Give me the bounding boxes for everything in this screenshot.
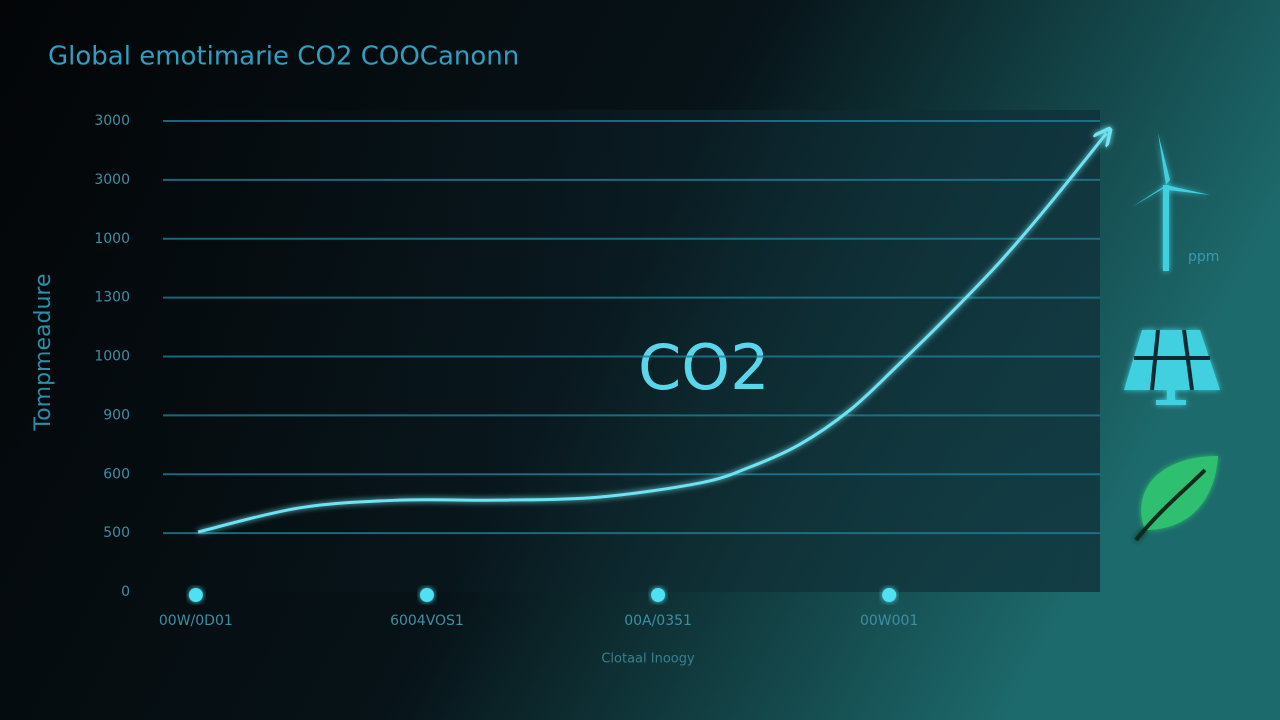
wind-turbine-icon (1132, 133, 1210, 271)
y-tick-label: 900 (103, 407, 130, 423)
x-tick-label: 00W001 (860, 613, 918, 629)
x-tick-marker (651, 588, 666, 602)
solar-panel-icon (1124, 329, 1220, 405)
x-tick-marker (882, 588, 897, 602)
x-tick-label: 00A/0351 (624, 613, 692, 629)
y-tick-label: 1000 (94, 349, 130, 365)
x-tick-marker (419, 588, 434, 602)
line (197, 133, 1106, 534)
x-tick-label: 00W/0D01 (159, 613, 233, 629)
y-tick-label: 1300 (94, 290, 130, 306)
leaf-icon (1134, 456, 1218, 542)
y-tick-label: 0 (121, 584, 130, 600)
y-tick-label: 500 (103, 525, 130, 541)
x-tick-label: 6004VOS1 (390, 613, 464, 629)
x-tick-marker (188, 588, 203, 602)
plot-area (160, 110, 1100, 592)
y-axis-label: Tompmeadure (31, 273, 56, 431)
y-tick-label: 3000 (94, 172, 130, 188)
y-tick-label: 1000 (94, 231, 130, 247)
x-axis-label: Clotaal Inoogy (601, 652, 695, 667)
chart-title: Global emotimarie CO2 COOCanonn (48, 42, 519, 72)
y-tick-label: 3000 (94, 113, 130, 129)
y-tick-label: 600 (103, 466, 130, 482)
annotation: ppm (1188, 249, 1219, 265)
annotation: CO2 (638, 331, 770, 404)
